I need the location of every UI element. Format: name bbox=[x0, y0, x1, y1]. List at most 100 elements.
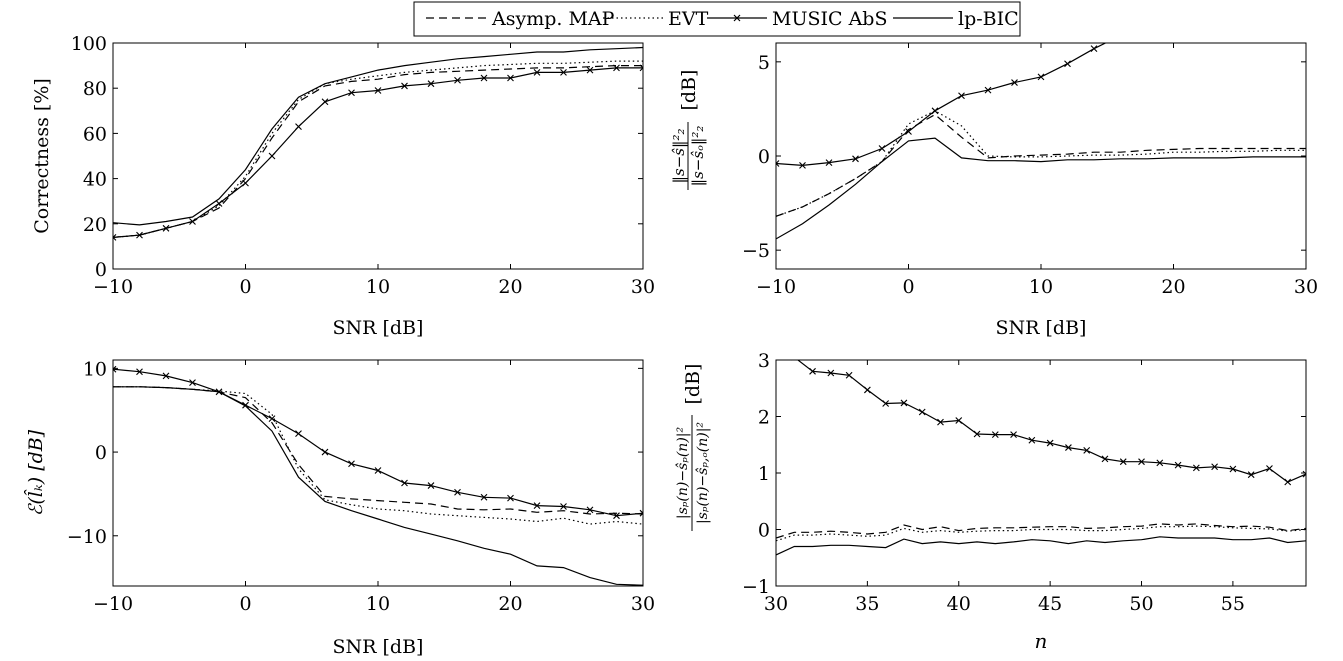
data-point-marker bbox=[1156, 459, 1164, 467]
data-point-marker bbox=[1119, 458, 1127, 466]
y-tick-label: 60 bbox=[83, 123, 107, 145]
data-point-marker bbox=[348, 89, 355, 97]
x-tick-label: 0 bbox=[239, 593, 251, 615]
plot-frame bbox=[112, 42, 644, 270]
x-tick-label: 10 bbox=[366, 276, 390, 298]
y-axis-label: Correctness [%] bbox=[31, 78, 53, 234]
y-axis-label-denominator: |sₚ(n)−ŝₚ,ₒ(n)|² bbox=[695, 422, 711, 524]
data-point-marker bbox=[454, 488, 461, 496]
data-point-marker bbox=[809, 367, 816, 375]
y-tick-label: 2 bbox=[758, 407, 770, 429]
data-point-marker bbox=[827, 369, 835, 377]
data-point-marker bbox=[586, 66, 594, 74]
data-point-marker bbox=[268, 415, 276, 422]
data-point-marker bbox=[825, 159, 833, 166]
legend-entry-asymp-map: Asymp. MAP bbox=[426, 8, 615, 30]
y-axis-label-numerator: |sₚ(n)−ŝₚ(n)|² bbox=[675, 427, 691, 520]
x-tick-label: 10 bbox=[1029, 276, 1053, 298]
x-tick-label: −10 bbox=[756, 276, 796, 298]
x-axis-label: n bbox=[1035, 629, 1048, 653]
x-tick-label: 45 bbox=[1038, 593, 1062, 615]
data-point-marker bbox=[882, 400, 890, 407]
data-point-marker bbox=[1211, 463, 1219, 471]
plot-lines bbox=[776, 2, 1306, 240]
data-point-marker bbox=[480, 493, 488, 501]
x-tick-label: 20 bbox=[498, 276, 522, 298]
y-tick-label: 3 bbox=[758, 350, 770, 372]
y-tick-label: 0 bbox=[758, 146, 770, 168]
data-point-marker bbox=[931, 107, 939, 115]
legend-label: Asymp. MAP bbox=[491, 8, 615, 30]
x-tick-label: 0 bbox=[239, 276, 251, 298]
data-point-marker bbox=[639, 64, 643, 72]
x-tick-label: 30 bbox=[631, 593, 655, 615]
data-point-marker bbox=[374, 87, 382, 94]
series-line-evt bbox=[113, 386, 643, 525]
data-point-marker bbox=[984, 86, 992, 94]
plot-lines bbox=[113, 46, 643, 241]
x-axis-label: SNR [dB] bbox=[996, 317, 1087, 339]
series-line-music-abs bbox=[113, 67, 643, 238]
data-point-marker bbox=[189, 218, 196, 225]
legend-label: MUSIC AbS bbox=[772, 8, 887, 30]
data-point-marker bbox=[991, 431, 999, 438]
data-point-marker bbox=[1171, 2, 1177, 8]
data-point-marker bbox=[454, 76, 461, 84]
series-line-lp-bic bbox=[776, 536, 1306, 556]
panel-estimation-error: −10 0 10 20 30 −10 0 10 ℰ(l̂ₖ) [dB] SNR [dB] bbox=[24, 358, 655, 658]
x-tick-label: 40 bbox=[947, 593, 971, 615]
data-point-marker bbox=[1037, 73, 1045, 81]
data-point-marker bbox=[1010, 431, 1017, 438]
data-point-marker bbox=[1090, 45, 1098, 53]
data-point-marker bbox=[1046, 439, 1054, 447]
data-point-marker bbox=[878, 145, 886, 152]
data-point-marker bbox=[401, 479, 408, 487]
legend-entry-lp-bic: lp-BIC bbox=[893, 8, 1019, 30]
series-line-music-abs bbox=[113, 368, 643, 517]
legend: Asymp. MAP EVT MUSIC AbS lp-BIC bbox=[413, 1, 1021, 37]
plot-frame bbox=[112, 359, 644, 587]
y-tick-label: 0 bbox=[95, 442, 107, 464]
data-point-marker bbox=[973, 430, 981, 438]
y-axis-label-numerator: ‖s−ŝ‖²₂ bbox=[670, 129, 688, 184]
series-line-asymp-map bbox=[113, 386, 643, 515]
legend-label: lp-BIC bbox=[958, 8, 1019, 30]
data-point-marker bbox=[560, 503, 567, 510]
data-point-marker bbox=[401, 82, 408, 90]
x-tick-label: 35 bbox=[855, 593, 879, 615]
x-tick-label: 20 bbox=[1161, 276, 1185, 298]
data-point-marker bbox=[242, 179, 249, 187]
plot-frame bbox=[775, 359, 1307, 587]
panel-sample-ratio: 30 35 40 45 50 55 −1 0 1 2 3 |sₚ(n)−ŝₚ(n)|² |sₚ(n)… bbox=[675, 350, 1307, 653]
data-point-marker bbox=[799, 162, 806, 169]
data-point-marker bbox=[1229, 465, 1237, 473]
data-point-marker bbox=[215, 200, 223, 207]
data-point-marker bbox=[533, 68, 541, 76]
series-line-asymp-map bbox=[113, 64, 643, 238]
data-point-marker bbox=[295, 123, 302, 131]
data-point-marker bbox=[268, 152, 276, 160]
data-point-marker bbox=[1174, 461, 1182, 469]
data-point-marker bbox=[533, 502, 541, 510]
axis-ticks: 30 35 40 45 50 55 −1 0 1 2 3 bbox=[742, 350, 1306, 615]
y-axis-label: |sₚ(n)−ŝₚ(n)|² |sₚ(n)−ŝₚ,ₒ(n)|² [dB] bbox=[675, 364, 711, 531]
x-tick-label: 30 bbox=[1294, 276, 1318, 298]
legend-swatch-x-marker bbox=[733, 14, 741, 22]
data-point-marker bbox=[918, 408, 926, 416]
x-tick-label: 30 bbox=[631, 276, 655, 298]
series-line-lp-bic bbox=[776, 137, 1306, 240]
data-point-marker bbox=[1138, 458, 1145, 466]
y-tick-label: 0 bbox=[95, 259, 107, 281]
data-point-marker bbox=[1011, 79, 1018, 86]
series-line-asymp-map bbox=[776, 113, 1306, 217]
data-point-marker bbox=[613, 512, 620, 520]
data-point-marker bbox=[113, 365, 117, 373]
data-point-marker bbox=[639, 509, 643, 517]
legend-box bbox=[413, 1, 1021, 37]
data-point-marker bbox=[905, 128, 912, 135]
x-tick-label: 55 bbox=[1221, 593, 1245, 615]
data-point-marker bbox=[791, 360, 798, 361]
